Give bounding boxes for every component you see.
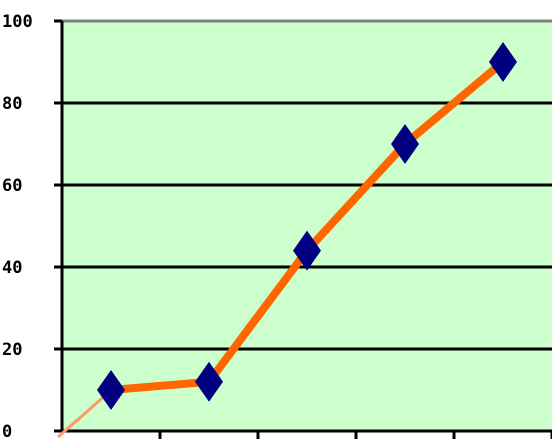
y-tick-label-40: 40 xyxy=(2,258,22,278)
leader-line xyxy=(57,392,108,439)
y-tick-label-60: 60 xyxy=(2,176,22,196)
y-axis-tick-labels: 0 20 40 60 80 100 xyxy=(2,12,33,442)
y-tick-label-100: 100 xyxy=(2,12,33,32)
y-tick-label-80: 80 xyxy=(2,94,22,114)
data-point-4 xyxy=(391,124,419,164)
data-point-2 xyxy=(195,361,223,402)
data-point-1 xyxy=(97,370,125,410)
y-tick-label-0: 0 xyxy=(2,422,12,442)
data-point-5 xyxy=(489,42,517,82)
axes xyxy=(54,19,552,439)
data-series xyxy=(57,42,517,439)
y-tick-label-20: 20 xyxy=(2,340,22,360)
data-point-3 xyxy=(293,230,321,271)
